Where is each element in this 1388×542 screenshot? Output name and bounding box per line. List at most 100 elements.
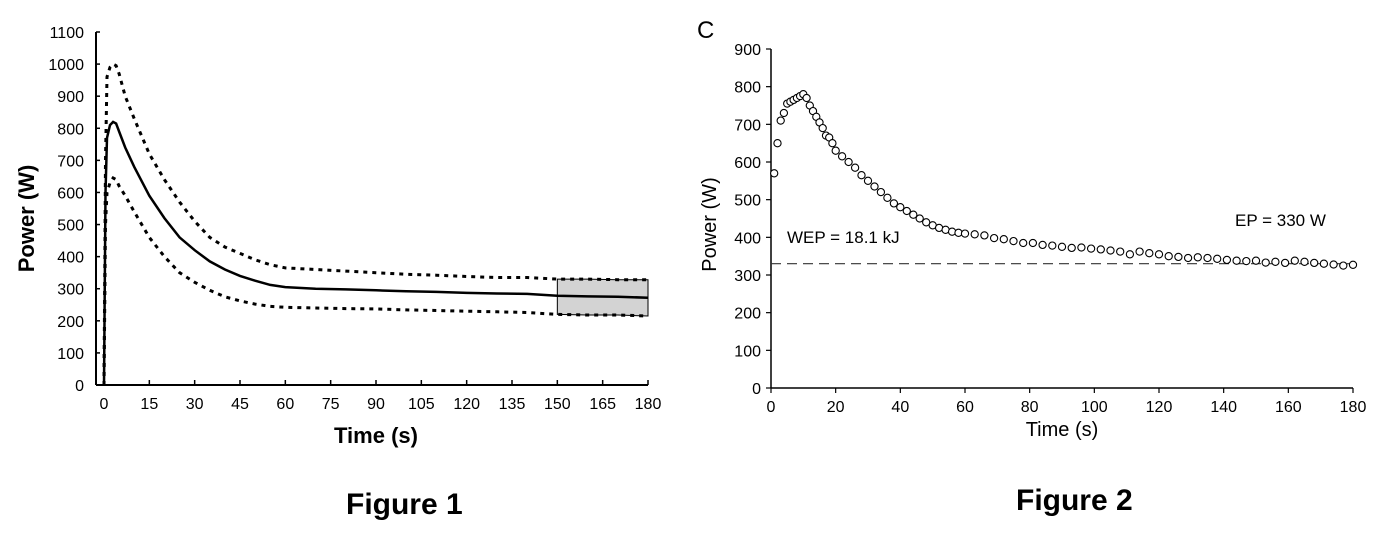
y-tick-label: 0 [75,378,84,395]
data-point [1193,253,1202,262]
y-tick-label: 800 [734,80,761,97]
y-tick-label: 200 [57,314,84,331]
data-point [1135,247,1144,256]
data-point [1048,241,1057,250]
data-point [1261,258,1270,267]
data-point [857,171,866,180]
data-point [1038,240,1047,250]
data-point [1096,245,1105,254]
data-point [970,230,979,239]
data-point [1077,243,1086,252]
data-point [1222,255,1232,265]
data-point [1213,254,1222,263]
y-tick-label: 100 [57,346,84,363]
data-point [844,157,853,167]
x-tick-label: 0 [767,399,776,416]
y-tick-label: 1100 [50,25,85,42]
data-point [1067,243,1076,253]
data-point [1232,256,1241,265]
figure-2-caption: Figure 2 [1016,484,1133,517]
data-point [960,229,970,238]
series-line-mean-sd [102,62,648,386]
figure-2-chart: C 0 100 200 300 400 500 600 700 800 900 0 20 40 60 80 10… [697,17,1366,441]
data-point [883,193,892,202]
data-point [1009,236,1018,246]
x-tick-label: 90 [367,396,385,413]
y-axis-label: Power (W) [699,177,721,271]
y-tick-label: 900 [734,42,761,59]
x-tick-label: 60 [276,396,294,413]
series-line-mean-sd [102,176,649,386]
data-point [863,176,873,185]
data-point [870,182,879,191]
x-tick-label: 40 [891,399,909,416]
x-tick-label: 120 [1146,399,1173,416]
x-tick-label: 100 [1081,399,1108,416]
data-point [1290,256,1299,265]
series-line-mean [102,120,649,386]
x-tick-label: 150 [544,396,571,413]
y-tick-label: 700 [57,153,84,170]
x-tick-label: 60 [956,399,974,416]
annotation-ep: EP = 330 W [1235,211,1326,230]
x-tick-label: 180 [635,396,662,413]
data-point [1280,258,1290,268]
y-tick-label: 900 [57,89,84,106]
y-tick-label: 600 [57,185,84,202]
data-point [1300,257,1309,266]
data-point [1086,244,1096,253]
data-point [922,218,931,227]
y-tick-label: 200 [734,306,761,323]
data-point [1319,259,1329,268]
x-tick-label: 180 [1340,399,1367,416]
x-tick-label: 80 [1021,399,1039,416]
y-tick-label: 100 [734,343,761,360]
x-tick-label: 30 [186,396,204,413]
data-point [1174,252,1183,262]
annotation-wep: WEP = 18.1 kJ [787,228,900,247]
data-point [1154,250,1164,259]
x-tick-label: 165 [589,396,616,413]
y-tick-label: 600 [734,155,761,172]
data-point [989,233,999,243]
data-point [1028,238,1038,248]
y-axis-label: Power (W) [14,165,39,273]
data-point [837,152,847,161]
y-tick-label: 400 [734,230,761,247]
data-point [1183,253,1193,263]
data-point [818,123,827,133]
x-tick-label: 45 [231,396,249,413]
y-tick-label: 500 [57,218,84,235]
y-tick-label: 0 [752,381,761,398]
x-tick-label: 120 [453,396,480,413]
data-point [1019,238,1028,248]
y-tick-label: 700 [734,117,761,134]
data-point [1329,260,1338,269]
data-point [915,214,924,223]
data-point [1339,261,1348,270]
y-tick-label: 1000 [48,57,84,74]
data-point [1145,249,1154,258]
data-point [889,199,899,208]
y-tick-label: 500 [734,193,761,210]
x-tick-label: 0 [100,396,109,413]
data-point [802,93,811,103]
x-tick-label: 15 [140,396,158,413]
data-point [1106,246,1115,255]
data-point [776,116,785,125]
data-point [1310,258,1319,268]
data-point [1242,256,1251,266]
x-tick-label: 75 [322,396,340,413]
data-point [1116,247,1125,256]
data-point [1164,252,1173,261]
y-tick-label: 800 [57,121,84,138]
data-point [1251,256,1261,265]
panel-label: C [697,17,714,44]
figure-1-caption: Figure 1 [346,488,463,521]
x-tick-label: 140 [1210,399,1237,416]
data-point [902,206,911,216]
x-tick-label: 160 [1275,399,1302,416]
data-point [828,139,837,148]
x-tick-label: 20 [827,399,845,416]
